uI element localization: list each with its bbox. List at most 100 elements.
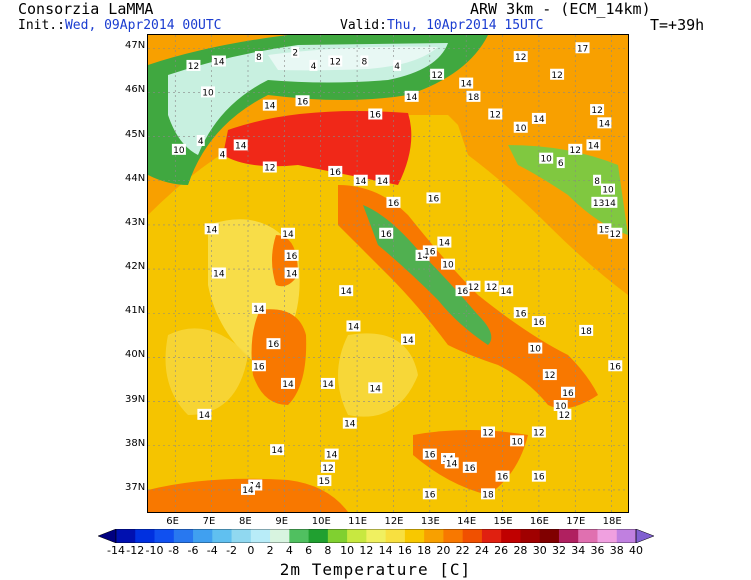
point-label-box — [466, 280, 481, 292]
colorbar-tick-label: 6 — [305, 544, 313, 557]
point-label-box — [266, 338, 281, 350]
point-label-box — [241, 483, 255, 495]
point-label-box — [393, 59, 402, 71]
point-temperature-label: 18 — [580, 327, 592, 337]
point-label-box — [346, 320, 361, 332]
point-temperature-label: 10 — [515, 124, 527, 134]
point-label-box — [426, 192, 441, 204]
colorbar-swatch — [173, 529, 194, 543]
point-temperature-label: 14 — [370, 384, 382, 394]
point-temperature-label: 10 — [530, 345, 542, 355]
point-temperature-label: 1314 — [593, 199, 616, 209]
lon-tick-label: 7E — [202, 516, 216, 527]
point-temperature-label: 14 — [460, 80, 472, 90]
point-temperature-label: 12 — [533, 429, 544, 439]
point-temperature-label: 14 — [286, 270, 298, 280]
point-label-box — [401, 333, 415, 345]
point-temperature-label: 16 — [464, 464, 476, 474]
point-temperature-label: 16 — [286, 252, 298, 262]
point-label-box — [590, 104, 605, 116]
point-label-box — [186, 59, 201, 71]
colorbar-swatch — [520, 529, 541, 543]
valid-line: Valid:Thu, 10Apr2014 15UTC — [340, 18, 544, 33]
lat-tick-label: 42N — [125, 261, 146, 273]
lat-tick-label: 44N — [125, 172, 146, 184]
colorbar-tick-label: 10 — [340, 544, 355, 557]
point-temperature-label: 14 — [213, 270, 225, 280]
colorbar-tick-label: 24 — [474, 544, 489, 557]
point-temperature-label: 14 — [533, 115, 545, 125]
point-temperature-label: 12 — [610, 230, 621, 240]
colorbar-tick-label: -14 — [107, 544, 125, 557]
point-temperature-label: 18 — [468, 93, 480, 103]
point-temperature-label: 14 — [446, 459, 458, 469]
lon-tick-label: 11E — [348, 516, 368, 527]
point-temperature-label: 16 — [457, 287, 469, 297]
point-label-box — [542, 369, 557, 381]
point-label-box — [375, 174, 390, 186]
point-temperature-label: 12 — [188, 62, 199, 72]
point-temperature-label: 12 — [264, 164, 275, 174]
lon-tick-label: 13E — [420, 516, 440, 527]
colorbar-swatch — [250, 529, 271, 543]
point-label-box — [481, 426, 495, 438]
point-temperature-label: 8 — [594, 177, 600, 187]
point-temperature-label: 4 — [220, 150, 226, 160]
point-temperature-label: 14 — [344, 420, 356, 430]
point-temperature-label: 14 — [340, 287, 352, 297]
point-label-box — [539, 152, 554, 164]
colorbar-swatch — [539, 529, 560, 543]
point-label-box — [455, 285, 470, 297]
point-temperature-label: 16 — [253, 362, 265, 372]
lat-tick-label: 46N — [125, 84, 146, 96]
point-temperature-label: 10 — [555, 402, 567, 412]
point-label-box — [444, 457, 459, 469]
colorbar-swatch — [501, 529, 521, 543]
colorbar-tick-label: 40 — [629, 544, 643, 557]
org-title: Consorzia LaMMA — [18, 0, 154, 18]
point-label-box — [291, 46, 300, 58]
colorbar-swatch — [404, 529, 425, 543]
point-temperature-label: 16 — [388, 199, 400, 209]
colorbar-tick-label: 38 — [609, 544, 624, 557]
colorbar-outline — [115, 529, 637, 543]
point-label-box — [353, 174, 368, 186]
point-label-box — [248, 479, 263, 491]
point-label-box — [510, 435, 525, 447]
point-label-box — [328, 165, 343, 177]
point-temperature-label: 4 — [394, 62, 400, 72]
point-label-box — [368, 382, 383, 394]
init-value: Wed, 09Apr2014 00UTC — [64, 18, 222, 33]
point-temperature-label: 4 — [198, 137, 204, 147]
point-temperature-label: 12 — [330, 58, 341, 68]
point-label-box — [586, 139, 601, 151]
point-label-box — [262, 99, 277, 111]
point-label-box — [251, 360, 266, 372]
colorbar-swatch — [616, 529, 637, 543]
colorbar-tick-label: 4 — [285, 544, 293, 557]
point-temperature-label: 14 — [282, 380, 294, 390]
point-label-box — [360, 55, 369, 67]
colorbar-tick-label: 34 — [571, 544, 586, 557]
point-label-box — [309, 59, 318, 71]
point-label-box — [484, 280, 499, 292]
point-label-box — [608, 360, 623, 372]
point-label-box — [368, 108, 383, 120]
valid-value: Thu, 10Apr2014 15UTC — [386, 18, 544, 33]
lon-tick-label: 8E — [239, 516, 252, 527]
point-temperature-label: 12 — [468, 283, 479, 293]
point-temperature-label: 14 — [250, 482, 262, 492]
point-label-box — [218, 148, 227, 160]
colorbar-tick-label: 14 — [378, 544, 393, 557]
colorbar-tick-label: 12 — [359, 544, 374, 557]
point-temperature-label: 12 — [544, 371, 555, 381]
point-label-box — [601, 183, 615, 195]
point-label-box — [531, 316, 546, 328]
colorbar-swatch — [558, 529, 579, 543]
lon-tick-label: 15E — [493, 516, 513, 527]
temperature-colorbar — [98, 529, 654, 543]
alps-snow — [168, 43, 448, 155]
point-label-box — [171, 143, 186, 155]
point-label-box — [579, 324, 594, 336]
